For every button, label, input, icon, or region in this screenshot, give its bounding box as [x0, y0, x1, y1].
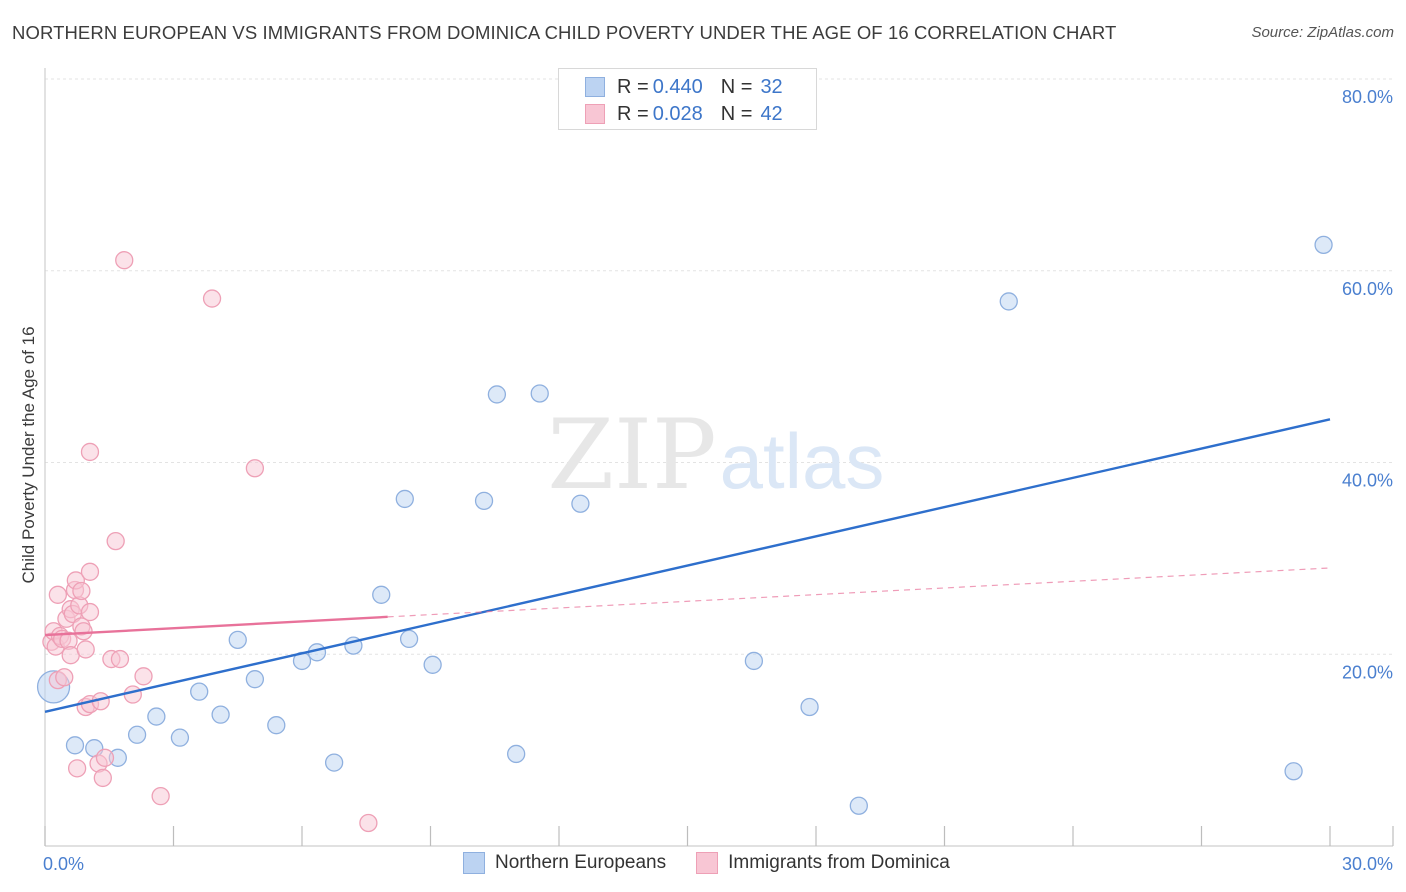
series-legend: Northern Europeans Immigrants from Domin… — [463, 852, 980, 874]
x-tick-label: 30.0% — [1342, 854, 1393, 874]
northern-europeans-point — [744, 651, 764, 671]
northern-europeans-point — [147, 707, 166, 726]
legend-label-dominica: Immigrants from Dominica — [728, 852, 950, 873]
northern-europeans-point — [474, 491, 494, 511]
legend-r-value: 0.028 — [652, 102, 703, 125]
northern-europeans-point — [1314, 235, 1333, 255]
legend-row-northern-europeans: R = 0.440 N = 32 — [585, 75, 783, 99]
x-tick-label: 0.0% — [43, 854, 84, 874]
dominica-point — [80, 602, 100, 622]
northern-europeans-point — [571, 494, 590, 513]
dominica-point — [245, 459, 265, 478]
northern-europeans-point — [65, 736, 85, 755]
dominica-point — [151, 786, 170, 806]
legend-n-value: 42 — [760, 102, 783, 125]
legend-label-northern-europeans: Northern Europeans — [495, 852, 667, 873]
northern-europeans-point — [127, 725, 147, 744]
northern-europeans-point — [423, 655, 442, 674]
northern-europeans-point — [211, 705, 230, 724]
dominica-point — [74, 622, 93, 641]
watermark: ZIP atlas — [547, 399, 884, 511]
dominica-point — [134, 667, 153, 686]
northern-europeans-point — [324, 753, 344, 772]
legend-swatch-pink — [696, 852, 719, 874]
legend-r-label: R = — [617, 75, 649, 98]
northern-europeans-point — [849, 796, 868, 815]
grid — [45, 78, 1395, 655]
watermark-zip: ZIP — [547, 399, 716, 511]
northern-europeans-point — [395, 489, 414, 509]
dominica-point — [106, 531, 125, 551]
northern-europeans-point — [399, 629, 419, 649]
dominica-point — [110, 649, 130, 669]
y-tick-label: 80.0% — [1342, 87, 1393, 107]
legend-swatch-blue — [463, 852, 485, 874]
dominica-point — [95, 748, 115, 767]
dominica-trend-line-extrapolated — [387, 567, 1331, 618]
legend-r-value: 0.440 — [652, 75, 703, 98]
northern-europeans-point — [267, 716, 286, 735]
northern-europeans-point — [245, 670, 265, 689]
y-tick-label: 20.0% — [1342, 662, 1393, 682]
watermark-atlas: atlas — [720, 417, 885, 505]
northern-europeans-point — [999, 292, 1018, 311]
dominica-point — [359, 813, 378, 833]
legend-n-label: N = — [720, 102, 753, 125]
legend-row-dominica: R = 0.028 N = 42 — [585, 102, 783, 126]
legend-n-label: N = — [720, 75, 753, 98]
legend-n-value: 32 — [760, 75, 783, 98]
dominica-point — [55, 668, 74, 687]
northern-europeans-point — [1284, 762, 1303, 781]
y-tick-label: 60.0% — [1342, 279, 1393, 299]
chart-source: Source: ZipAtlas.com — [1251, 24, 1394, 41]
northern-europeans-point — [170, 728, 190, 747]
chart-title: NORTHERN EUROPEAN VS IMMIGRANTS FROM DOM… — [12, 22, 1117, 43]
legend-item-northern-europeans: Northern Europeans — [463, 852, 666, 874]
dominica-point — [80, 442, 100, 462]
y-axis-label: Child Poverty Under the Age of 16 — [19, 326, 38, 583]
northern-europeans-point — [228, 630, 247, 650]
dominica-point — [80, 562, 100, 581]
dominica-point — [115, 251, 134, 270]
trend-lines — [44, 418, 1331, 713]
correlation-legend: R = 0.440 N = 32 R = 0.028 N = 42 — [558, 68, 817, 130]
legend-swatch-blue — [585, 77, 605, 97]
legend-r-label: R = — [617, 102, 649, 125]
dominica-point — [202, 289, 222, 308]
legend-swatch-pink — [585, 104, 605, 124]
northern-europeans-point — [190, 682, 209, 701]
dominica-trend-line — [44, 615, 388, 637]
legend-item-dominica: Immigrants from Dominica — [696, 852, 950, 874]
dominica-point — [67, 759, 87, 778]
northern-europeans-point — [372, 585, 391, 604]
dominica-point — [123, 685, 142, 704]
northern-europeans-point — [507, 744, 526, 764]
dominica-point — [76, 640, 95, 659]
northern-europeans-point — [530, 384, 549, 403]
dominica-point — [72, 581, 91, 601]
y-tick-label: 40.0% — [1342, 471, 1393, 491]
data-points — [36, 94, 1333, 833]
dominica-point — [48, 585, 67, 604]
dominica-point — [93, 768, 112, 788]
northern-europeans-trend-line — [44, 418, 1331, 713]
axis-labels: Child Poverty Under the Age of 16 20.0% 4… — [19, 87, 1393, 874]
axes — [44, 68, 1394, 847]
northern-europeans-point — [800, 697, 819, 717]
northern-europeans-point — [487, 385, 507, 404]
